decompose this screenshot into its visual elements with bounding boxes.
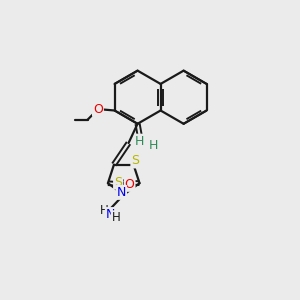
Text: H: H — [149, 139, 158, 152]
Text: N: N — [106, 208, 115, 221]
Text: S: S — [131, 154, 139, 167]
Text: S: S — [114, 176, 122, 188]
Text: H: H — [112, 211, 121, 224]
Text: O: O — [93, 103, 103, 116]
Text: H: H — [135, 135, 144, 148]
Text: N: N — [117, 186, 126, 199]
Text: H: H — [100, 204, 109, 218]
Text: O: O — [125, 178, 135, 191]
